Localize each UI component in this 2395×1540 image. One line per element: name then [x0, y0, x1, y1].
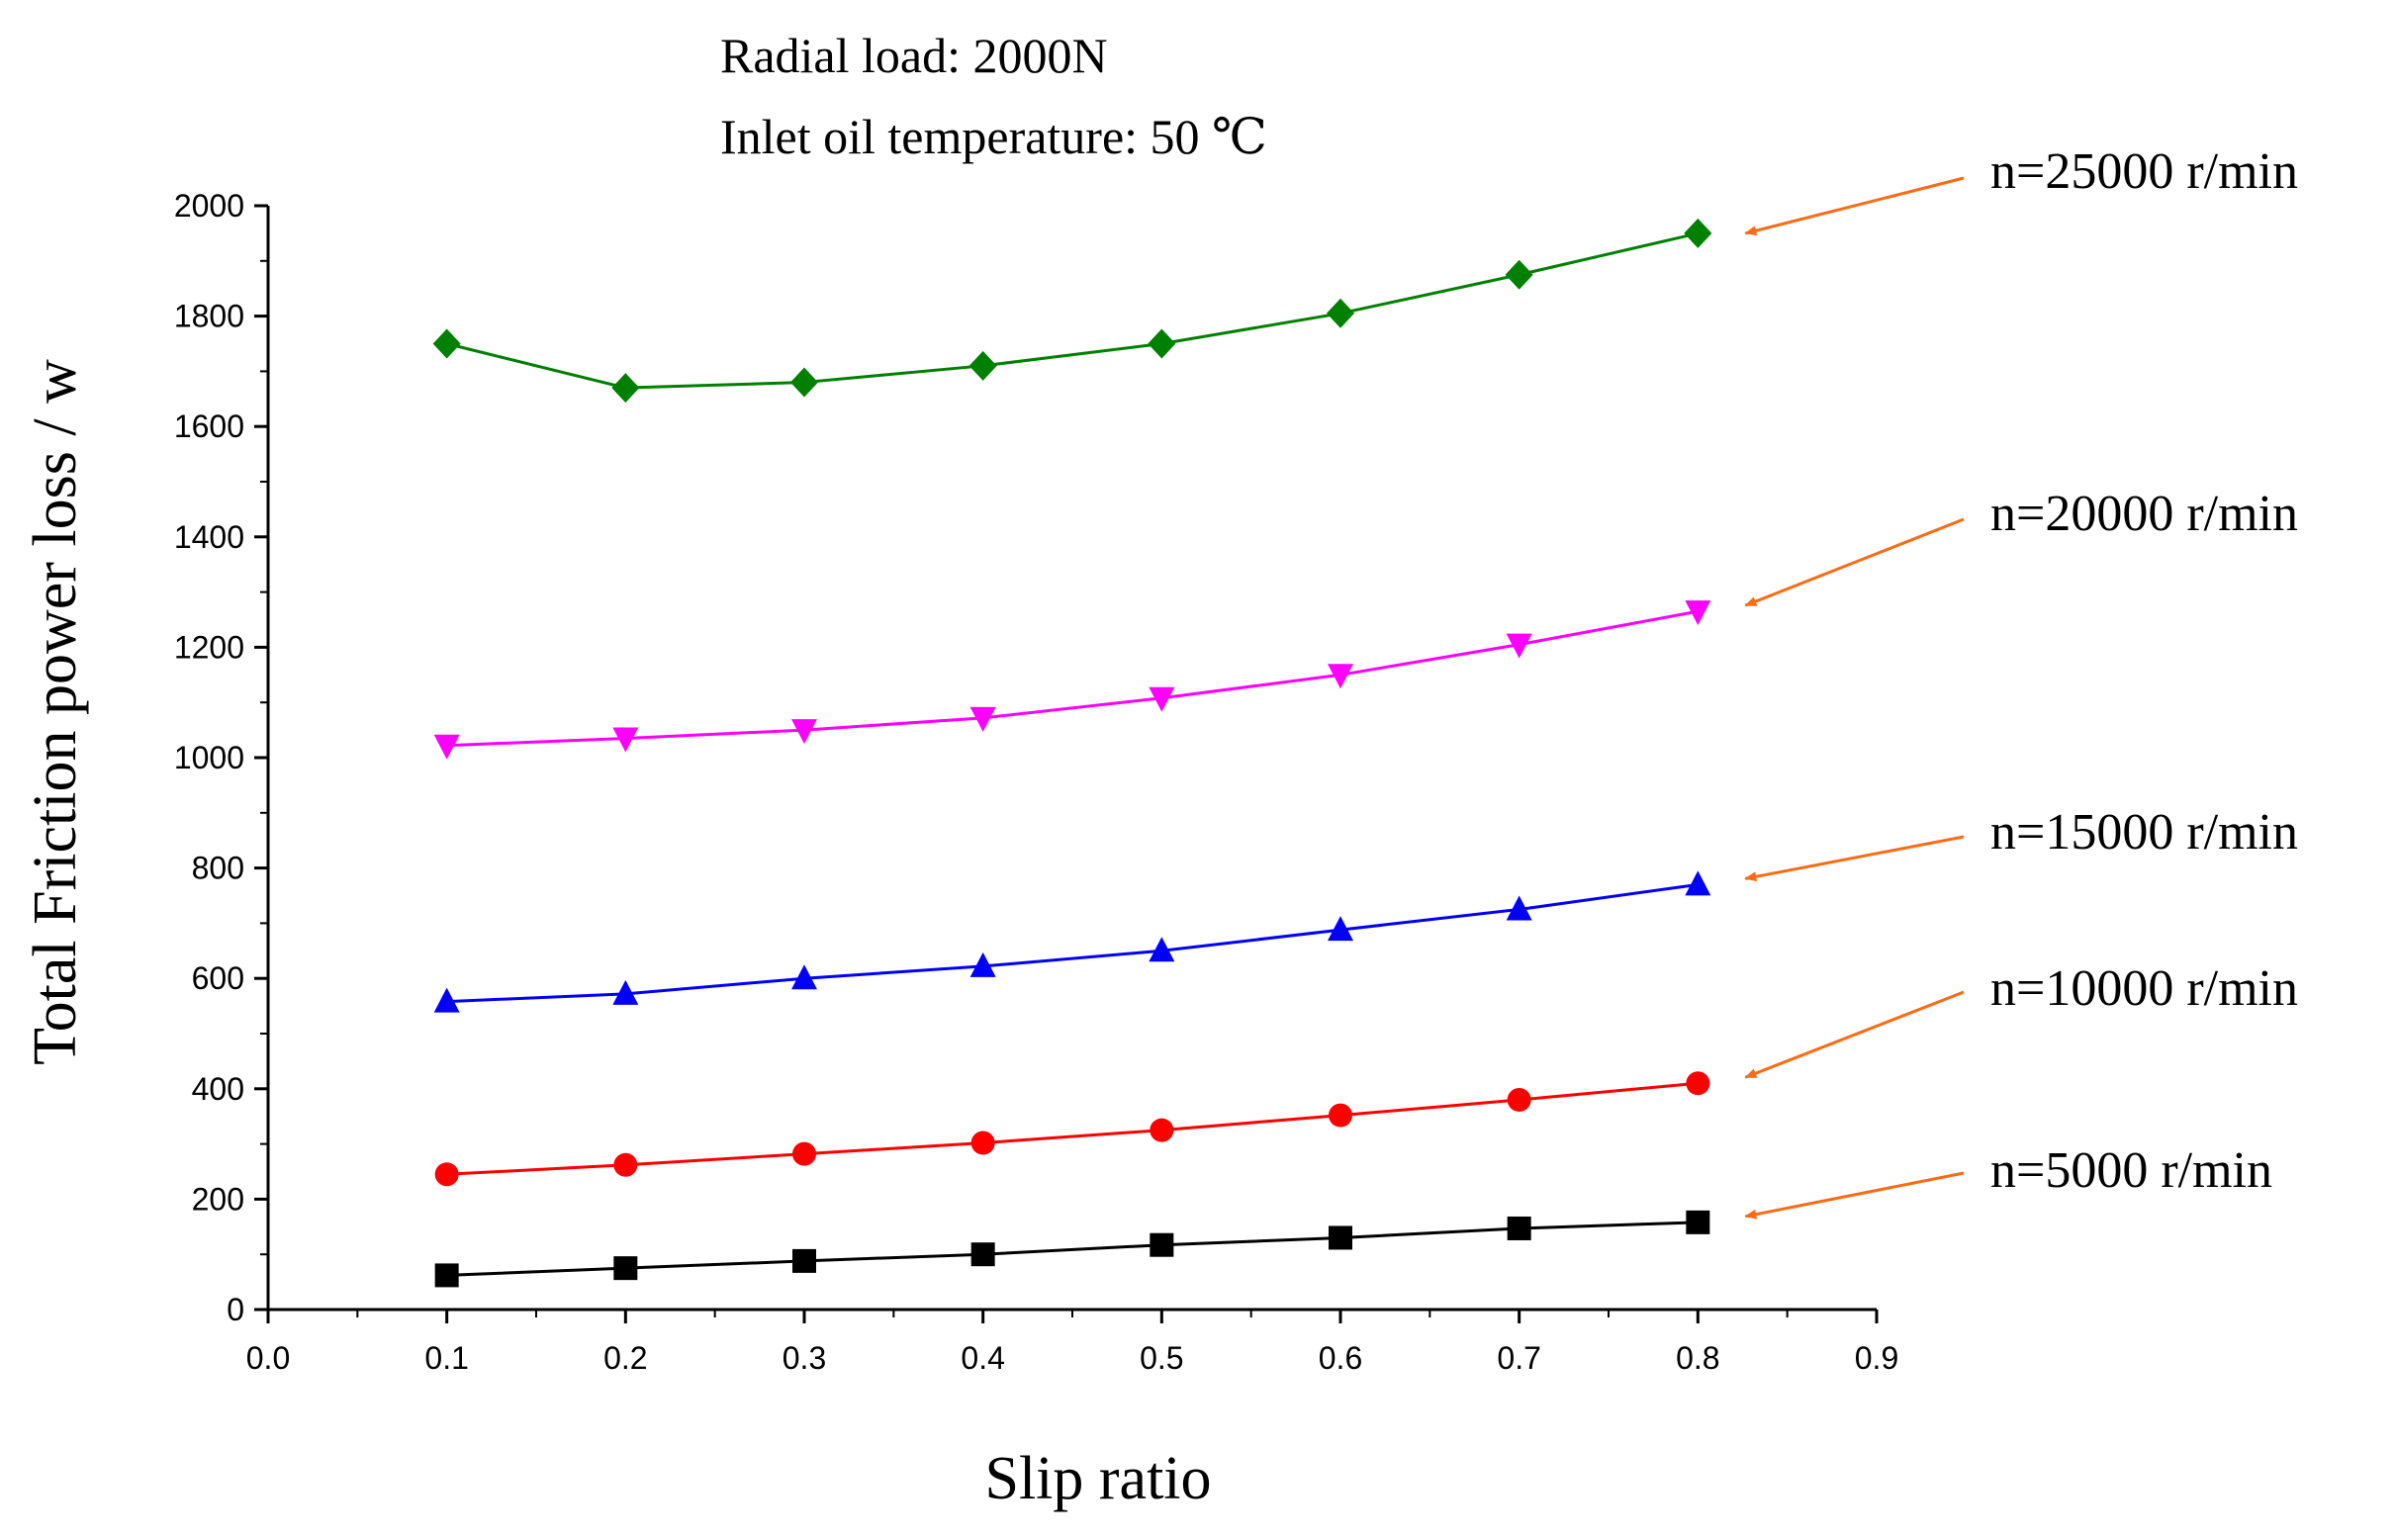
series-label: n=15000 r/min [1990, 804, 2298, 861]
series-line [446, 882, 1699, 1004]
data-point-circle [613, 1152, 638, 1177]
data-point-triangle-down [1506, 633, 1532, 659]
data-point-diamond [1505, 259, 1533, 290]
data-point-square [792, 1248, 816, 1273]
series-2 [434, 1071, 1710, 1187]
x-tick-label: 0.4 [961, 1340, 1004, 1376]
data-point-circle [1507, 1087, 1531, 1112]
y-tick-label: 1200 [174, 629, 244, 665]
series-5 [432, 218, 1712, 404]
data-point-triangle-up [969, 951, 996, 977]
condition-oil-temperature: Inlet oil temperature: 50 ℃ [720, 109, 1267, 164]
data-point-triangle-down [612, 727, 639, 753]
series-1 [434, 1210, 1710, 1288]
data-point-triangle-up [433, 987, 460, 1013]
data-point-circle [1329, 1103, 1352, 1128]
x-ticks: 0.0 0.1 0.2 0.3 0.4 0.5 0.6 0.7 0.8 0.9 [246, 1310, 1898, 1376]
series-line [446, 609, 1699, 748]
y-tick-label: 1400 [174, 519, 244, 555]
annotation-arrow [1744, 176, 1965, 236]
data-point-square [613, 1256, 638, 1281]
y-tick-label: 1600 [174, 408, 244, 444]
data-point-square [1150, 1232, 1174, 1257]
x-tick-label: 0.0 [246, 1340, 290, 1376]
data-point-diamond [968, 350, 997, 381]
annotation-arrow [1744, 990, 1965, 1079]
series-line [446, 1081, 1699, 1176]
data-point-triangle-up [1149, 937, 1175, 962]
data-point-square [1507, 1216, 1531, 1240]
data-point-circle [970, 1131, 995, 1155]
data-point-square [434, 1263, 459, 1288]
series-line [446, 231, 1699, 390]
data-point-triangle-down [1328, 664, 1353, 689]
x-tick-label: 0.7 [1497, 1340, 1540, 1376]
x-tick-label: 0.5 [1140, 1340, 1183, 1376]
data-point-diamond [611, 373, 640, 404]
data-point-triangle-down [1685, 600, 1711, 626]
series-label: n=25000 r/min [1990, 143, 2298, 200]
data-point-diamond [432, 328, 461, 359]
y-tick-label: 1800 [174, 299, 244, 334]
data-point-triangle-up [1328, 916, 1353, 942]
y-tick-label: 1000 [174, 740, 244, 775]
data-point-triangle-down [969, 706, 996, 732]
data-point-diamond [1148, 328, 1176, 359]
data-point-square [1686, 1210, 1710, 1234]
annotation-layer: n=5000 r/min n=10000 r/min n=15000 r/min n=… [1744, 143, 2298, 1220]
data-point-triangle-up [1506, 895, 1532, 921]
y-tick-label: 400 [192, 1071, 244, 1107]
data-point-diamond [790, 367, 818, 398]
series-label: n=20000 r/min [1990, 486, 2298, 542]
data-point-diamond [1327, 298, 1354, 328]
data-point-circle [1686, 1071, 1710, 1096]
series-label: n=5000 r/min [1990, 1142, 2272, 1199]
series-4 [433, 600, 1711, 760]
y-axis-label: Total Friction power loss / w [22, 359, 89, 1065]
condition-radial-load: Radial load: 2000N [720, 28, 1108, 83]
y-ticks: 0 200 400 600 800 1000 1200 1400 1600 1800 2000 [174, 188, 268, 1327]
x-tick-label: 0.9 [1855, 1340, 1898, 1376]
x-axis-label: Slip ratio [984, 1445, 1211, 1512]
data-point-circle [792, 1141, 816, 1166]
data-point-square [970, 1242, 995, 1267]
x-tick-label: 0.2 [603, 1340, 647, 1376]
y-tick-label: 0 [227, 1292, 244, 1327]
data-point-circle [1150, 1118, 1174, 1142]
x-tick-label: 0.6 [1319, 1340, 1362, 1376]
x-tick-label: 0.8 [1676, 1340, 1719, 1376]
annotation-arrow [1744, 1171, 1965, 1220]
series-line [446, 1221, 1699, 1277]
data-point-triangle-up [1685, 870, 1711, 896]
data-point-triangle-up [791, 964, 817, 990]
series-label: n=10000 r/min [1990, 960, 2298, 1017]
annotation-arrow [1744, 517, 1965, 607]
annotation-arrow [1744, 835, 1965, 882]
y-tick-label: 200 [192, 1181, 244, 1217]
series-layer [432, 218, 1712, 1288]
data-point-triangle-down [791, 719, 817, 745]
y-tick-label: 2000 [174, 188, 244, 224]
x-tick-label: 0.3 [783, 1340, 826, 1376]
series-3 [433, 870, 1711, 1013]
data-point-square [1329, 1225, 1352, 1250]
y-tick-label: 800 [192, 851, 244, 886]
axes [266, 206, 1877, 1312]
y-tick-label: 600 [192, 960, 244, 996]
data-point-triangle-down [433, 734, 460, 760]
data-point-triangle-up [612, 979, 639, 1005]
data-point-diamond [1684, 218, 1712, 248]
data-point-circle [434, 1162, 459, 1187]
data-point-triangle-down [1149, 686, 1175, 712]
x-tick-label: 0.1 [424, 1340, 468, 1376]
